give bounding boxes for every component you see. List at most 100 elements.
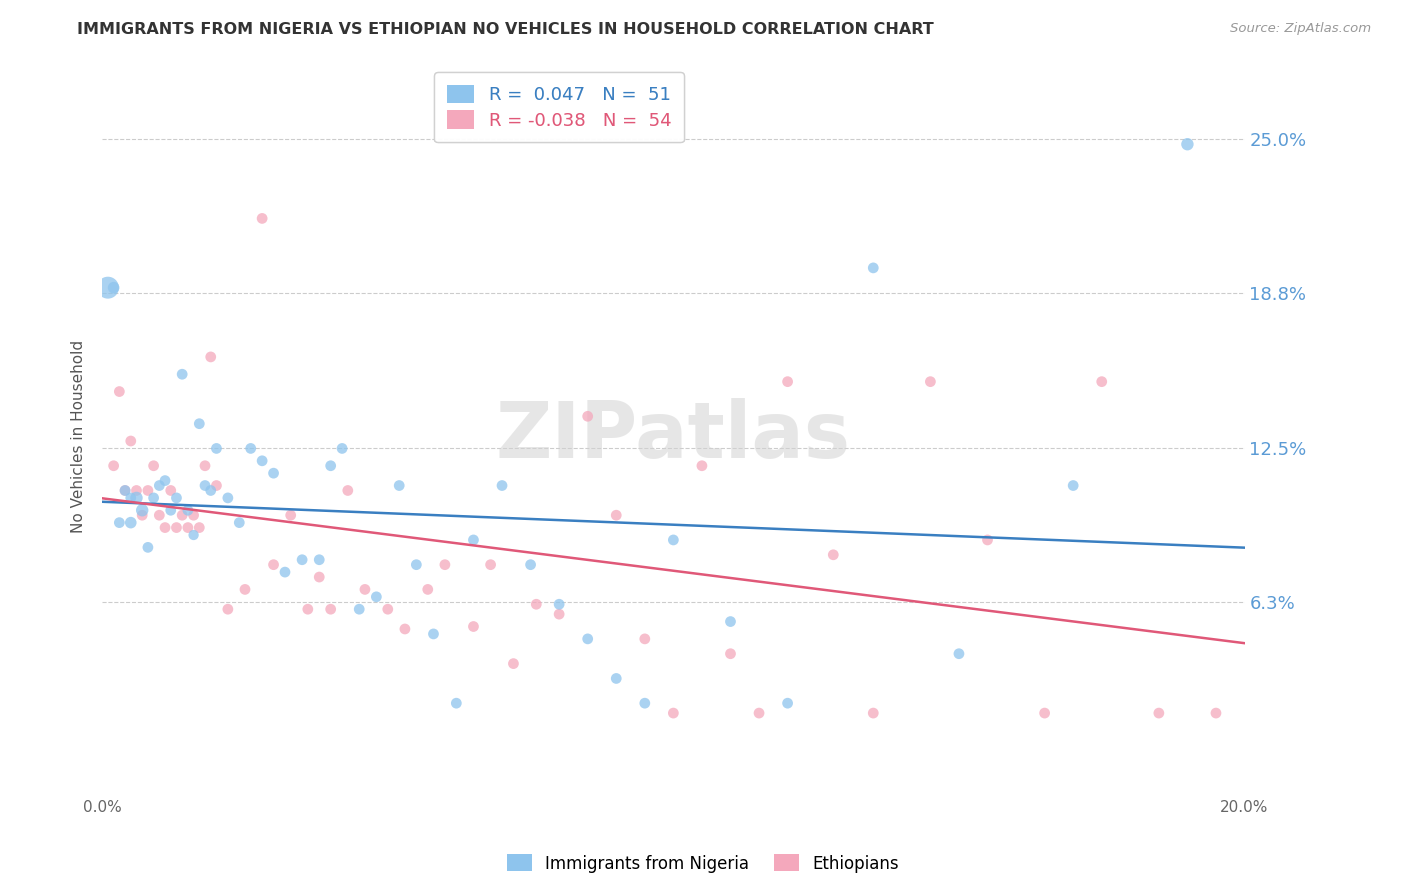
Point	[108, 516, 131, 530]
Point	[217, 491, 239, 505]
Point	[377, 602, 399, 616]
Point	[114, 483, 136, 498]
Point	[114, 483, 136, 498]
Point	[228, 516, 250, 530]
Point	[948, 647, 970, 661]
Point	[166, 491, 188, 505]
Point	[148, 508, 170, 523]
Point	[131, 503, 153, 517]
Point	[188, 520, 211, 534]
Point	[194, 458, 217, 473]
Point	[524, 597, 547, 611]
Point	[319, 602, 342, 616]
Point	[862, 706, 884, 720]
Point	[330, 442, 353, 456]
Text: IMMIGRANTS FROM NIGERIA VS ETHIOPIAN NO VEHICLES IN HOUSEHOLD CORRELATION CHART: IMMIGRANTS FROM NIGERIA VS ETHIOPIAN NO …	[77, 22, 934, 37]
Point	[366, 590, 388, 604]
Point	[1147, 706, 1170, 720]
Legend: R =  0.047   N =  51, R = -0.038   N =  54: R = 0.047 N = 51, R = -0.038 N = 54	[434, 72, 683, 143]
Point	[576, 632, 599, 646]
Point	[205, 478, 228, 492]
Point	[422, 627, 444, 641]
Point	[217, 602, 239, 616]
Point	[274, 565, 297, 579]
Point	[548, 597, 571, 611]
Text: Source: ZipAtlas.com: Source: ZipAtlas.com	[1230, 22, 1371, 36]
Point	[108, 384, 131, 399]
Point	[776, 375, 799, 389]
Point	[263, 558, 285, 572]
Point	[388, 478, 411, 492]
Point	[142, 491, 165, 505]
Point	[120, 516, 142, 530]
Point	[463, 533, 485, 547]
Point	[205, 442, 228, 456]
Point	[1062, 478, 1084, 492]
Point	[177, 520, 200, 534]
Point	[148, 478, 170, 492]
Point	[263, 466, 285, 480]
Point	[336, 483, 359, 498]
Point	[233, 582, 256, 597]
Y-axis label: No Vehicles in Household: No Vehicles in Household	[72, 340, 86, 533]
Point	[153, 520, 176, 534]
Point	[479, 558, 502, 572]
Point	[776, 696, 799, 710]
Point	[862, 260, 884, 275]
Point	[463, 619, 485, 633]
Point	[519, 558, 541, 572]
Point	[297, 602, 319, 616]
Point	[349, 602, 371, 616]
Point	[183, 528, 205, 542]
Legend: Immigrants from Nigeria, Ethiopians: Immigrants from Nigeria, Ethiopians	[501, 847, 905, 880]
Point	[491, 478, 513, 492]
Point	[548, 607, 571, 622]
Point	[136, 483, 159, 498]
Point	[120, 434, 142, 448]
Point	[1205, 706, 1227, 720]
Point	[153, 474, 176, 488]
Point	[319, 458, 342, 473]
Point	[748, 706, 770, 720]
Point	[172, 368, 194, 382]
Point	[103, 458, 125, 473]
Point	[125, 483, 148, 498]
Point	[690, 458, 713, 473]
Point	[634, 632, 657, 646]
Point	[183, 508, 205, 523]
Point	[502, 657, 524, 671]
Point	[166, 520, 188, 534]
Point	[120, 491, 142, 505]
Point	[416, 582, 439, 597]
Point	[605, 672, 627, 686]
Point	[308, 553, 330, 567]
Point	[308, 570, 330, 584]
Point	[634, 696, 657, 710]
Point	[605, 508, 627, 523]
Point	[159, 483, 181, 498]
Point	[1091, 375, 1114, 389]
Point	[200, 483, 222, 498]
Point	[662, 706, 685, 720]
Point	[405, 558, 427, 572]
Point	[125, 491, 148, 505]
Point	[142, 458, 165, 473]
Point	[103, 281, 125, 295]
Point	[200, 350, 222, 364]
Point	[239, 442, 262, 456]
Point	[250, 454, 273, 468]
Point	[291, 553, 314, 567]
Point	[576, 409, 599, 424]
Point	[1033, 706, 1056, 720]
Point	[1177, 137, 1199, 152]
Point	[823, 548, 845, 562]
Point	[194, 478, 217, 492]
Point	[662, 533, 685, 547]
Point	[250, 211, 273, 226]
Text: ZIPatlas: ZIPatlas	[496, 398, 851, 474]
Point	[394, 622, 416, 636]
Point	[177, 503, 200, 517]
Point	[280, 508, 302, 523]
Point	[920, 375, 942, 389]
Point	[136, 541, 159, 555]
